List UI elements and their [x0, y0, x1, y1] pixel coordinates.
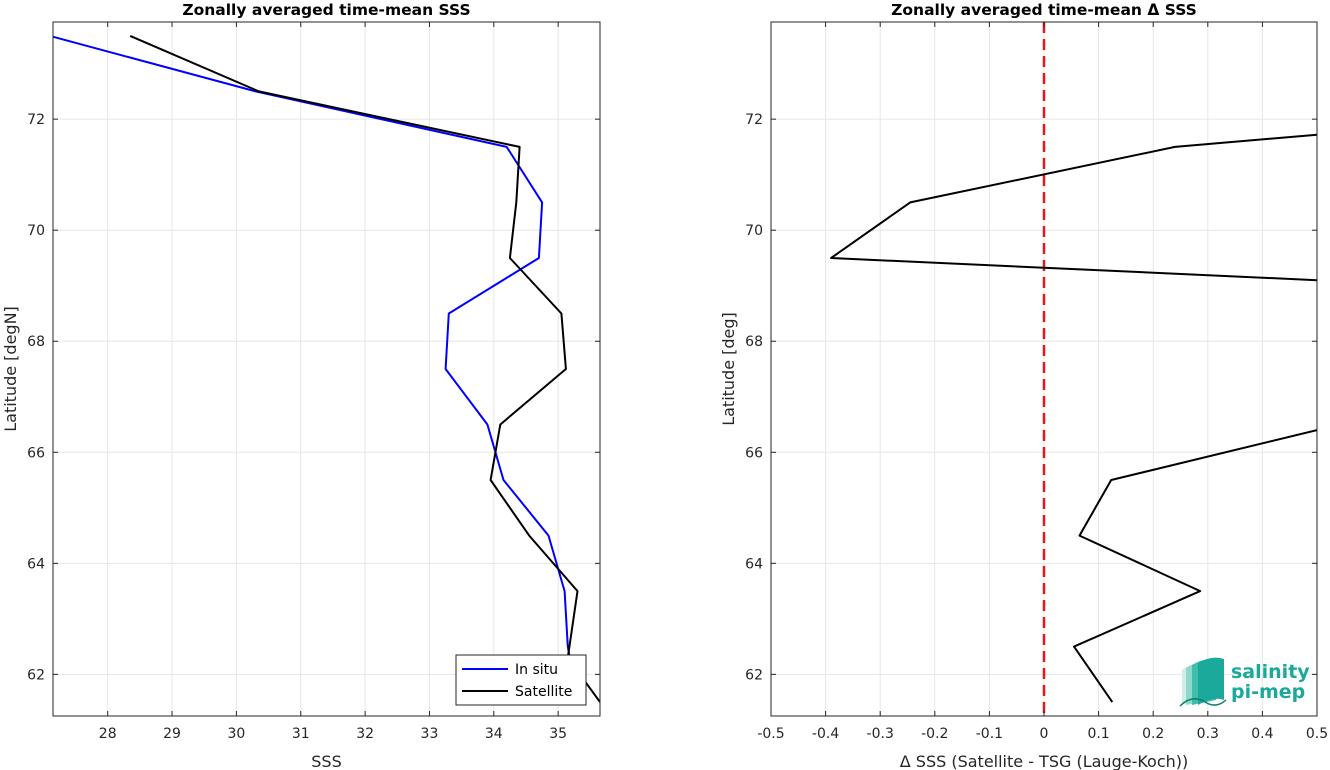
x-tick-label: -0.4: [812, 726, 839, 742]
y-tick-label: 66: [745, 445, 763, 461]
x-tick-label: -0.3: [867, 726, 894, 742]
y-tick-label: 68: [27, 334, 45, 350]
x-tick-label: 0.1: [1087, 726, 1109, 742]
series-group: [830, 133, 1317, 703]
x-tick-label: 0.3: [1197, 726, 1219, 742]
x-tick-label: 0.2: [1142, 726, 1164, 742]
x-tick-label: 35: [549, 726, 567, 742]
series-line-delta-1: [830, 133, 1317, 282]
y-tick-label: 62: [745, 667, 763, 683]
x-tick-label: -0.1: [976, 726, 1003, 742]
delta-sss-profile-chart: -0.5 -0.4 -0.3 -0.2 -0.1 0 0.1 0.2 0.3 0.4 0.5 62 64…: [719, 1, 1328, 770]
sss-profile-chart: 28 29 30 31 32 33 34 35 62 64 66 68 70 72 Zonally aver…: [1, 1, 601, 770]
y-tick-label: 66: [27, 445, 45, 461]
x-tick-label: 29: [163, 726, 181, 742]
chart-title: Zonally averaged time-mean Δ SSS: [891, 1, 1197, 19]
legend: In situ Satellite: [455, 654, 587, 706]
y-tick-label: 72: [27, 112, 45, 128]
x-tick-label: 32: [356, 726, 374, 742]
x-axis-label: Δ SSS (Satellite - TSG (Lauge-Koch)): [900, 752, 1189, 770]
legend-label: In situ: [515, 662, 558, 678]
x-tick-label: 0.5: [1306, 726, 1328, 742]
x-tick-label: -0.5: [757, 726, 784, 742]
axes-box: [52, 21, 601, 717]
y-tick-label: 64: [27, 556, 45, 572]
y-axis-label: Latitude [degN]: [1, 306, 20, 432]
x-tick-label: 30: [227, 726, 245, 742]
logo-mark-icon: [1179, 657, 1227, 707]
y-tick-label: 64: [745, 556, 763, 572]
y-tick-label: 70: [27, 223, 45, 239]
x-tick-label: 34: [485, 726, 503, 742]
series-line-in-situ: [53, 35, 579, 703]
y-tick-label: 68: [745, 334, 763, 350]
logo-text-line2: pi-mep: [1231, 681, 1305, 703]
legend-box: [455, 654, 587, 706]
x-tick-label: 0: [1040, 726, 1049, 742]
logo-text-line1: salinity: [1231, 661, 1310, 683]
plot-area: [53, 22, 600, 716]
y-tick-label: 72: [745, 112, 763, 128]
x-tick-label: 31: [292, 726, 310, 742]
x-tick-label: -0.2: [921, 726, 948, 742]
x-tick-label: 0.4: [1251, 726, 1273, 742]
chart-title: Zonally averaged time-mean SSS: [182, 1, 470, 19]
series-group: [53, 34, 600, 703]
x-tick-label: 28: [99, 726, 117, 742]
y-axis-label: Latitude [deg]: [719, 312, 738, 426]
salinity-pimep-logo: salinity pi-mep: [1179, 657, 1310, 707]
y-tick-label: 62: [27, 667, 45, 683]
x-tick-label: 33: [421, 726, 439, 742]
y-tick-label: 70: [745, 223, 763, 239]
x-axis-label: SSS: [311, 752, 341, 770]
series-line-satellite: [129, 34, 600, 703]
series-line-delta-2: [1073, 429, 1317, 703]
legend-label: Satellite: [515, 684, 572, 700]
